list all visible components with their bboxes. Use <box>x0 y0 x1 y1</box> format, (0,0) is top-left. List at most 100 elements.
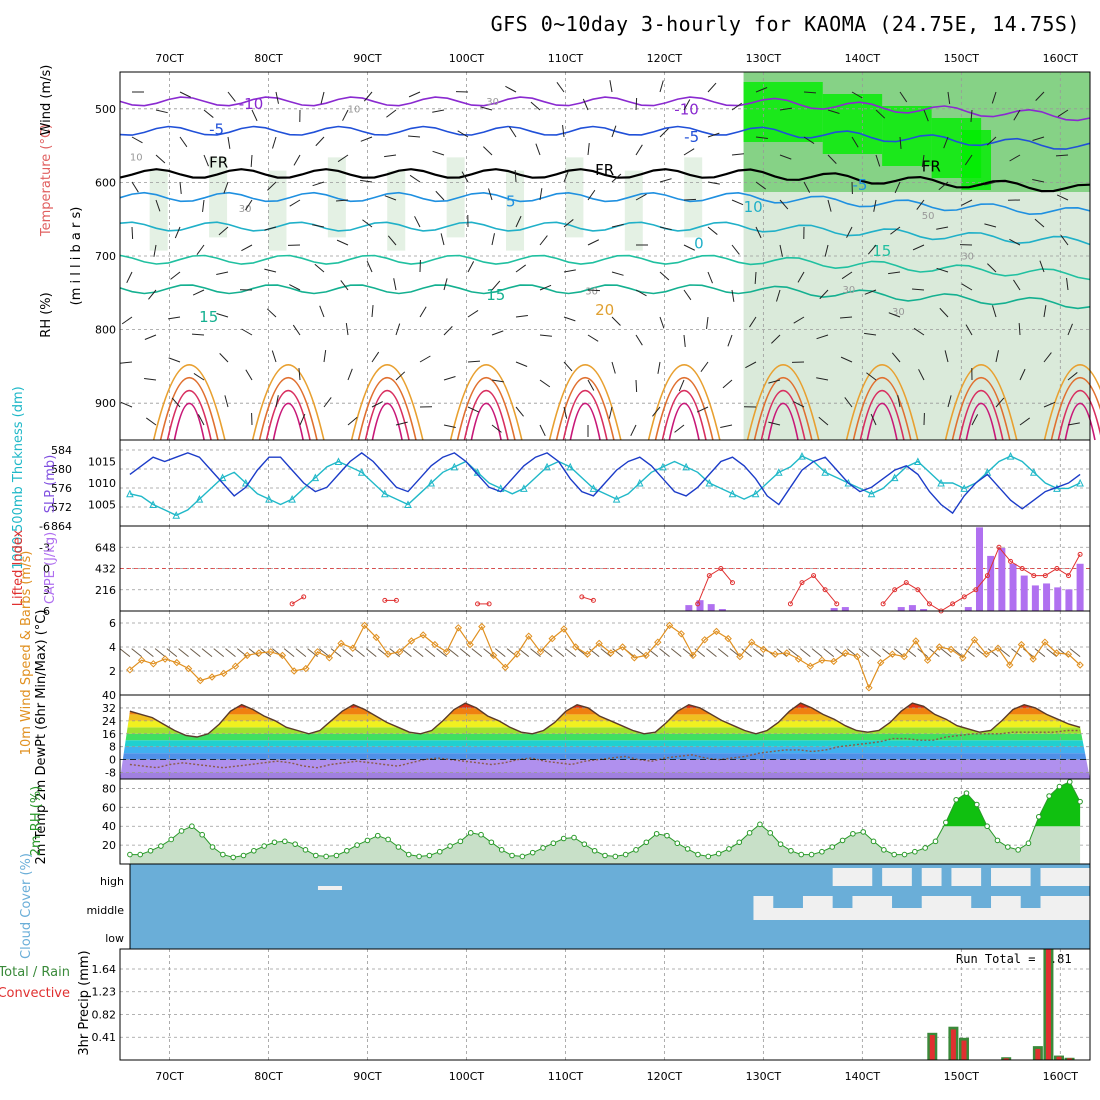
rh2m-point <box>478 831 484 838</box>
temp-color-band <box>120 703 1090 708</box>
wind-speed-point <box>759 645 768 654</box>
wind-speed-point <box>360 621 369 630</box>
wind-barb <box>755 136 768 139</box>
wind-speed-point <box>266 648 275 656</box>
lifted-index-line <box>697 567 733 605</box>
wind-barb <box>936 267 949 273</box>
wind-barb <box>266 308 277 318</box>
wind-barb <box>1039 260 1045 273</box>
wind-barb <box>197 414 205 426</box>
wind-barb <box>563 170 569 183</box>
wind-barb <box>1043 401 1056 408</box>
wind-barb <box>793 316 805 324</box>
rh-contour-label: 10 <box>348 104 361 115</box>
wind-speed-point <box>560 625 568 633</box>
wind-barb <box>992 305 997 318</box>
rh2m-point <box>726 846 732 852</box>
warm-isotherm-loop <box>965 402 997 441</box>
isotherm-line <box>119 125 1091 150</box>
precip-tick-label: 1.64 <box>92 963 117 976</box>
wind-speed-point <box>677 630 685 638</box>
wind-barb <box>515 215 522 228</box>
thickness-point <box>381 489 389 498</box>
time-label-bottom: 160CT <box>1043 1070 1079 1083</box>
rh-contour-label: 30 <box>585 286 598 297</box>
wind-barb <box>414 216 421 228</box>
wind-barb <box>539 188 543 201</box>
wind-speed-point <box>396 648 404 656</box>
wind-speed-point <box>783 649 791 657</box>
thickness-point <box>751 489 760 498</box>
lifted-index-point <box>579 594 585 600</box>
thickness-point <box>265 495 273 503</box>
isotherm-line <box>119 168 1091 193</box>
rh-axis-label: RH (%) <box>39 292 54 337</box>
wind-barb <box>612 648 623 657</box>
wind-barb <box>307 648 318 657</box>
wind-barb <box>491 330 504 336</box>
cloud-middle-patch <box>971 896 992 908</box>
wind-barb <box>179 136 188 148</box>
lifted-index-tick-label: -3 <box>39 541 50 554</box>
wind-speed-point <box>912 637 920 645</box>
slp-tick-label: 1010 <box>88 477 116 490</box>
cross-section-panel: 500 600 700 800 900 -10 -10 -5 -5 FR FR FR -5 0 5 10 15 1… <box>39 65 1100 441</box>
warm-isotherm-loop <box>1057 390 1100 441</box>
wind-speed-point <box>1017 640 1026 649</box>
wind-barb <box>587 379 595 391</box>
rh2m-point <box>158 843 164 849</box>
wind-barb <box>408 91 421 98</box>
lifted-index-point <box>1066 573 1072 579</box>
wind-barb <box>749 316 757 328</box>
wind-barb <box>166 648 178 657</box>
wind-barb <box>292 324 301 336</box>
wind-barb <box>1032 136 1045 141</box>
warm-isotherm-loop <box>159 376 219 441</box>
wind-barb <box>611 125 617 138</box>
lifted-index-point <box>892 587 898 593</box>
wind-barb <box>818 416 829 426</box>
warm-isotherm-loop <box>449 364 523 441</box>
temp-line <box>129 702 1081 738</box>
wind-speed-point <box>325 654 334 662</box>
wind-barb <box>387 235 397 246</box>
precip-convective-bar <box>1056 1056 1062 1060</box>
wind-speed-point <box>712 627 721 636</box>
rh2m-point <box>984 823 990 830</box>
rh2m-point <box>705 853 712 860</box>
wind-barb <box>683 99 691 111</box>
wind-barb <box>337 154 349 163</box>
rh2m-point <box>953 796 959 803</box>
rh-shade-dry <box>565 157 584 238</box>
precip-convective-bar <box>1003 1058 1009 1060</box>
rh2m-point <box>798 851 805 858</box>
wind-barb <box>323 350 327 363</box>
wind-barb <box>1069 648 1081 657</box>
wind-barb <box>225 648 236 657</box>
rh2m-point <box>302 847 309 853</box>
cloud-middle-patch <box>1020 896 1041 908</box>
warm-isotherm-loop <box>251 364 325 441</box>
rh2m-point <box>901 851 908 858</box>
pressure-tick-label: 600 <box>95 176 116 189</box>
rh2m-point <box>199 831 205 838</box>
time-label-top: 80CT <box>254 52 283 65</box>
wind-barb <box>827 199 832 212</box>
lifted-index-point <box>1008 558 1014 564</box>
lifted-index-point <box>1019 566 1025 571</box>
wind-tick-label: 2 <box>109 665 116 678</box>
wind-speed-point <box>173 658 181 667</box>
precip-total-label: Total / Rain <box>0 965 70 980</box>
lifted-index-axis-label: Lifted Index <box>11 529 26 606</box>
rh2m-point <box>881 847 887 853</box>
rh2m-point <box>736 839 743 846</box>
wind-speed-point <box>947 645 955 654</box>
rh2m-point <box>540 845 546 851</box>
rh2m-tick-label: 40 <box>102 820 116 833</box>
wind-barb <box>319 305 325 318</box>
run-total-label: Run Total = 3.81 <box>956 952 1072 966</box>
isotherm-label: FR <box>922 157 941 175</box>
rh2m-point <box>943 819 949 826</box>
wind-barb <box>916 199 925 210</box>
wind-barb <box>384 195 397 201</box>
